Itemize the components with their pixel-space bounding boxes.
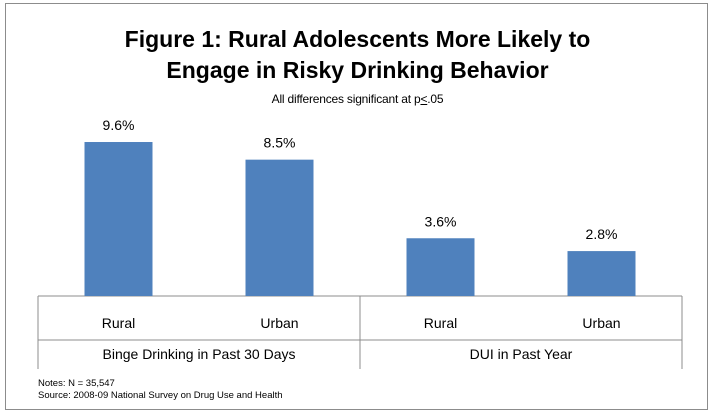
subtitle-le-symbol: < bbox=[420, 92, 428, 106]
category-label: Rural bbox=[102, 315, 135, 331]
data-label: 9.6% bbox=[103, 117, 135, 133]
subtitle-threshold: .05 bbox=[427, 92, 444, 106]
bar-dui-urban bbox=[567, 251, 636, 296]
group-label: Binge Drinking in Past 30 Days bbox=[103, 346, 296, 362]
group-label: DUI in Past Year bbox=[470, 346, 573, 362]
chart-title: Figure 1: Rural Adolescents More Likely … bbox=[0, 24, 715, 86]
category-label: Urban bbox=[260, 315, 298, 331]
category-label: Rural bbox=[424, 315, 457, 331]
data-label: 8.5% bbox=[264, 135, 296, 151]
notes-source: Source: 2008-09 National Survey on Drug … bbox=[38, 389, 283, 401]
bar-dui-rural bbox=[406, 238, 475, 296]
chart-title-line-2: Engage in Risky Drinking Behavior bbox=[166, 57, 549, 83]
category-label: Urban bbox=[582, 315, 620, 331]
subtitle-text: All differences significant at p bbox=[271, 92, 421, 106]
data-label: 3.6% bbox=[425, 213, 457, 229]
chart-title-line-1: Figure 1: Rural Adolescents More Likely … bbox=[124, 26, 591, 52]
data-label: 2.8% bbox=[586, 226, 618, 242]
notes-sample-size: Notes: N = 35,547 bbox=[38, 378, 115, 389]
bar-binge-urban bbox=[245, 159, 314, 296]
bar-binge-rural bbox=[84, 142, 153, 296]
chart-subtitle: All differences significant at p<.05 bbox=[0, 92, 715, 106]
notes: Notes: N = 35,547 Source: 2008-09 Nation… bbox=[38, 378, 283, 401]
